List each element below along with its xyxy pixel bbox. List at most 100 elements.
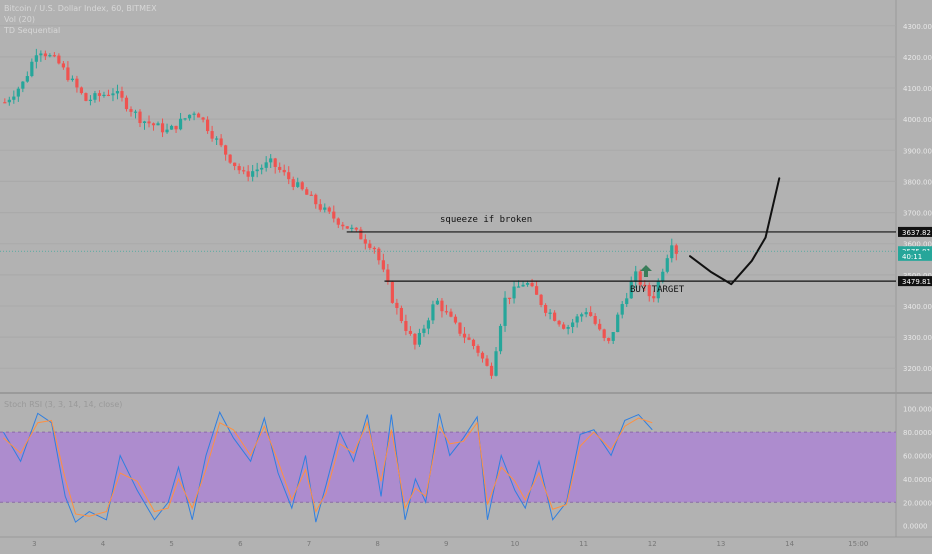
candle-body: [242, 170, 246, 172]
price-tick-label: 3300.00: [903, 334, 932, 342]
oscillator-line-k: [3, 410, 653, 523]
candle-body: [471, 339, 476, 346]
price-tick-label: 3200.00: [903, 365, 932, 373]
candle-body: [566, 327, 570, 329]
candle-body: [138, 111, 142, 124]
oscillator-tick-label: 80.0000: [903, 429, 932, 437]
candle-body: [93, 93, 97, 100]
candle-body: [3, 102, 7, 104]
candle-body: [79, 87, 84, 94]
candle-body: [34, 55, 38, 62]
candle-body: [620, 304, 624, 315]
candle-body: [178, 118, 183, 130]
level-layer: [0, 177, 896, 286]
candle-body: [345, 226, 349, 229]
oscillator-label: Stoch RSI (3, 3, 14, 14, close): [4, 400, 122, 409]
candle-body: [61, 63, 65, 68]
candle-body: [512, 286, 516, 299]
candle-body: [174, 125, 178, 130]
candle-body: [494, 351, 498, 376]
candle-body: [674, 245, 678, 254]
candle-body: [440, 300, 444, 312]
price-axis-background: [896, 0, 932, 550]
candle-body: [390, 281, 394, 303]
candle-body: [336, 218, 340, 225]
candle-body: [553, 312, 557, 321]
candle-body: [395, 302, 399, 308]
time-tick-label: 11: [579, 540, 588, 548]
price-badge-text: 3479.81: [902, 278, 931, 286]
candle-body: [643, 284, 647, 287]
oscillator-tick-label: 60.0000: [903, 452, 932, 460]
candle-body: [399, 307, 403, 322]
candle-body: [260, 167, 264, 170]
candle-body: [147, 121, 151, 124]
candle-body: [106, 94, 111, 96]
candle-body: [255, 169, 259, 172]
candle-body: [665, 258, 669, 272]
price-tick-label: 3600.00: [903, 241, 932, 249]
candle-body: [327, 207, 331, 212]
candle-body: [251, 171, 255, 177]
candle-body: [453, 316, 458, 323]
candle-body: [661, 271, 665, 281]
candle-body: [291, 179, 295, 187]
candle-body: [350, 227, 354, 229]
candle-body: [39, 53, 43, 56]
candle-body: [530, 283, 534, 287]
candle-body: [300, 182, 304, 190]
candle-body: [629, 281, 633, 299]
candle-body: [12, 96, 16, 100]
price-tick-label: 3700.00: [903, 210, 932, 218]
candle-body: [305, 189, 309, 195]
time-tick-label: 3: [32, 540, 36, 548]
candle-body: [309, 194, 313, 196]
candle-body: [52, 55, 56, 57]
candle-body: [7, 99, 11, 103]
candle-body: [413, 333, 417, 345]
oscillator-tick-label: 100.0000: [903, 406, 932, 414]
time-tick-label: 5: [169, 540, 173, 548]
candle-body: [372, 247, 376, 250]
candle-body: [228, 154, 232, 163]
price-badge-text: 3637.82: [902, 229, 931, 237]
candle-body: [120, 91, 124, 98]
oscillator-tick-label: 40.0000: [903, 476, 932, 484]
price-tick-label: 3900.00: [903, 147, 932, 155]
candle-body: [521, 284, 525, 287]
price-badge: [898, 276, 932, 287]
candle-body: [224, 145, 228, 155]
candle-body: [602, 329, 606, 339]
price-tick-label: 4200.00: [903, 54, 932, 62]
candle-body: [363, 239, 367, 244]
oscillator-tick-label: 20.0000: [903, 499, 932, 507]
candle-body: [296, 182, 300, 187]
buy-target-arrow-icon: [640, 265, 652, 277]
candle-body: [571, 322, 575, 328]
candle-body: [75, 78, 79, 88]
candle-body: [21, 81, 25, 89]
candle-body: [404, 321, 408, 331]
projection-drawing[interactable]: [689, 177, 781, 286]
price-tick-label: 4300.00: [903, 23, 932, 31]
candle-body: [264, 162, 268, 168]
candle-body: [557, 320, 561, 325]
candle-body: [503, 297, 507, 326]
candle-body: [354, 227, 358, 230]
candle-body: [233, 162, 237, 167]
squeeze-annotation: squeeze if broken: [440, 215, 532, 225]
candle-body: [97, 93, 102, 96]
candle-body: [323, 207, 327, 210]
candle-body: [237, 166, 241, 171]
price-tick-label: 4100.00: [903, 85, 932, 93]
candle-body: [278, 166, 282, 170]
candle-body: [219, 138, 223, 146]
candle-body: [359, 229, 363, 240]
candle-body: [444, 311, 449, 313]
candle-body: [129, 109, 133, 112]
candle-body: [462, 333, 467, 338]
candle-body: [575, 316, 579, 323]
price-tick-label: 3500.00: [903, 272, 932, 280]
